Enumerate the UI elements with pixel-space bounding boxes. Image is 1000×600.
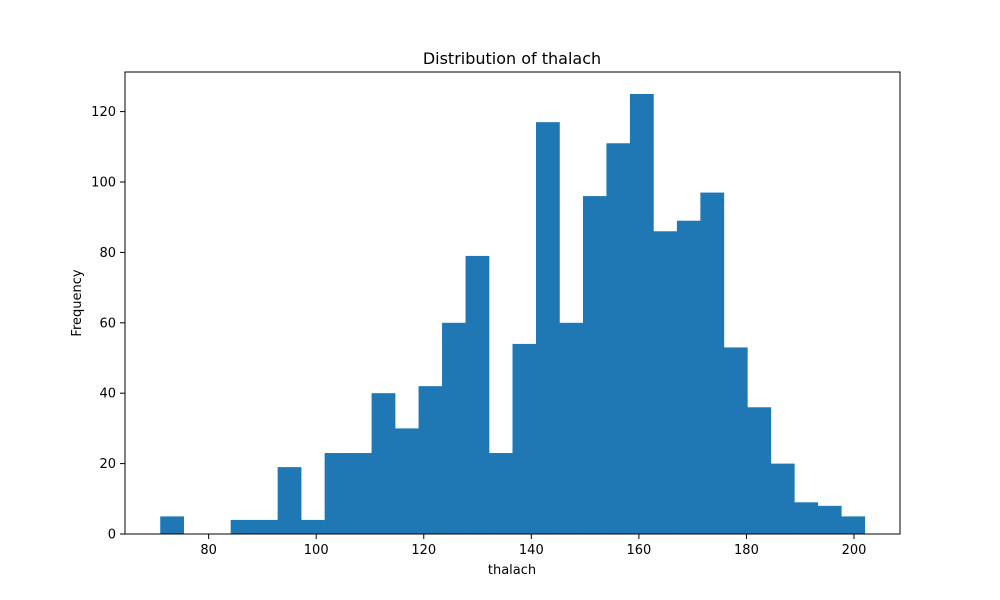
histogram-bar — [700, 192, 725, 534]
histogram-bar — [629, 94, 654, 534]
histogram-bar — [582, 196, 607, 534]
histogram-bar — [418, 386, 443, 534]
histogram-bar — [559, 322, 584, 534]
histogram-bar — [395, 428, 419, 534]
y-axis-label: Frequency — [70, 269, 85, 336]
x-tick-label: 100 — [304, 543, 329, 558]
x-tick-label: 200 — [842, 543, 867, 558]
y-tick-label: 100 — [91, 176, 116, 191]
chart-title: Distribution of thalach — [423, 49, 601, 68]
y-axis: 0 20 40 60 80 100 120 — [91, 105, 125, 543]
y-tick-label: 60 — [99, 316, 116, 331]
plot-frame — [124, 71, 901, 535]
histogram-bar — [676, 220, 701, 534]
x-axis-label: thalach — [488, 563, 536, 578]
histogram-bar — [324, 453, 349, 534]
histogram-bar — [512, 343, 537, 534]
histogram-bar — [794, 502, 819, 534]
histogram-bar — [653, 231, 678, 534]
histogram-bar — [442, 322, 466, 534]
x-axis: 80 100 120 140 160 180 200 — [200, 534, 866, 558]
histogram-bar — [606, 143, 631, 534]
histogram-bar — [230, 519, 255, 534]
x-tick-label: 120 — [411, 543, 436, 558]
histogram-bar — [817, 505, 842, 534]
histogram-bar — [723, 347, 748, 534]
histogram-bar — [254, 519, 278, 534]
y-tick-label: 80 — [99, 246, 116, 261]
histogram-bar — [465, 255, 490, 535]
x-tick-label: 180 — [734, 543, 759, 558]
y-tick-label: 40 — [99, 387, 116, 402]
histogram-bar — [371, 393, 396, 534]
histogram-bar — [277, 467, 302, 534]
histogram-bar — [489, 453, 513, 534]
histogram-bar — [348, 453, 372, 534]
histogram-bar — [301, 519, 325, 534]
x-tick-label: 80 — [200, 543, 217, 558]
y-tick-label: 120 — [91, 105, 116, 120]
x-tick-label: 140 — [519, 543, 544, 558]
y-tick-label: 20 — [99, 457, 116, 472]
histogram-bar — [160, 516, 185, 534]
histogram-bar — [841, 516, 866, 534]
x-tick-label: 160 — [626, 543, 651, 558]
histogram-bar — [747, 407, 772, 534]
bars-group — [160, 94, 866, 535]
histogram-bar — [770, 463, 795, 534]
histogram-bar — [535, 122, 560, 534]
y-tick-label: 0 — [108, 528, 116, 543]
